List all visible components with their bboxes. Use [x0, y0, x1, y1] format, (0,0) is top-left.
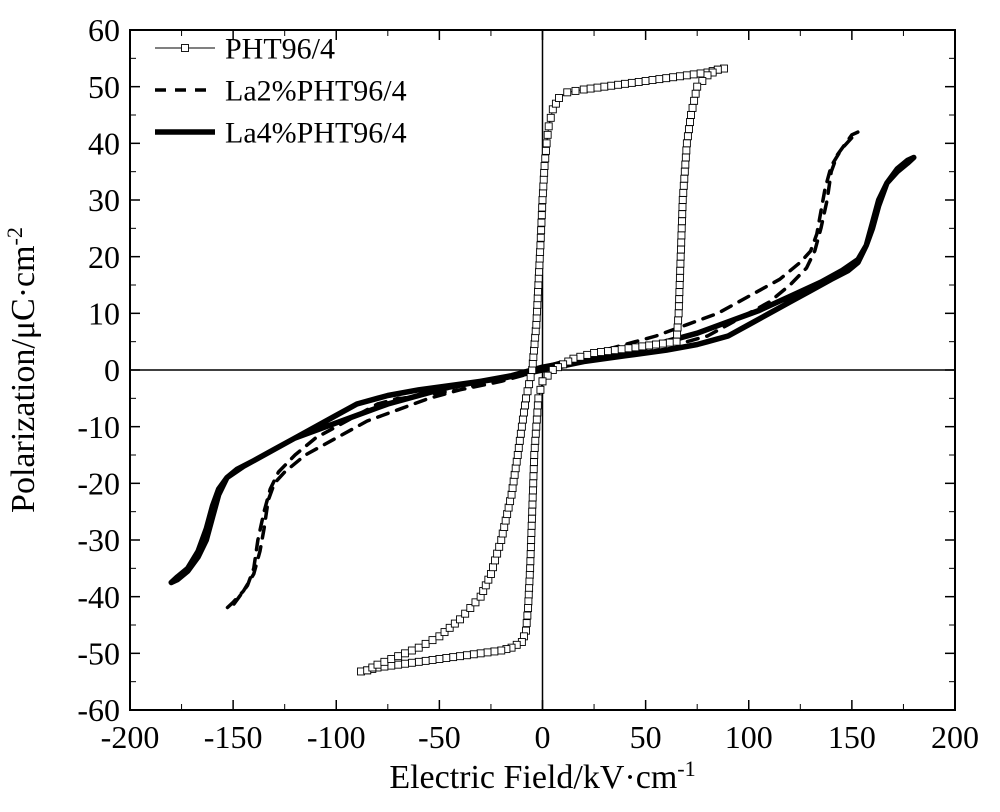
svg-text:50: 50: [88, 69, 120, 105]
svg-text:150: 150: [828, 719, 876, 755]
svg-text:0: 0: [535, 719, 551, 755]
svg-text:100: 100: [725, 719, 773, 755]
svg-text:-50: -50: [77, 636, 120, 672]
svg-text:-30: -30: [77, 522, 120, 558]
svg-text:-150: -150: [204, 719, 263, 755]
svg-text:0: 0: [104, 352, 120, 388]
chart-svg: -20 0 -150 -100 -50 0 50 100 150 200 -60 -50 -40 -30 -…: [0, 0, 1000, 812]
svg-text:20: 20: [88, 239, 120, 275]
svg-text:-100: -100: [307, 719, 366, 755]
svg-text:La2%PHT96/4: La2%PHT96/4: [225, 75, 407, 108]
svg-text:10: 10: [88, 296, 120, 332]
svg-text:-40: -40: [77, 579, 120, 615]
chart-container: -20 0 -150 -100 -50 0 50 100 150 200 -60 -50 -40 -30 -…: [0, 0, 1000, 812]
svg-text:60: 60: [88, 12, 120, 48]
svg-text:La4%PHT96/4: La4%PHT96/4: [225, 117, 407, 150]
svg-text:-60: -60: [77, 692, 120, 728]
svg-text:40: 40: [88, 126, 120, 162]
svg-text:-10: -10: [77, 409, 120, 445]
svg-text:-20: -20: [77, 466, 120, 502]
svg-text:-50: -50: [418, 719, 461, 755]
svg-text:50: 50: [630, 719, 662, 755]
svg-text:Polarization/μC·cm-2: Polarization/μC·cm-2: [2, 227, 43, 513]
svg-text:30: 30: [88, 182, 120, 218]
svg-text:PHT96/4: PHT96/4: [225, 33, 335, 66]
svg-text:200: 200: [931, 719, 979, 755]
svg-text:Electric Field/kV·cm-1: Electric Field/kV·cm-1: [389, 756, 695, 797]
